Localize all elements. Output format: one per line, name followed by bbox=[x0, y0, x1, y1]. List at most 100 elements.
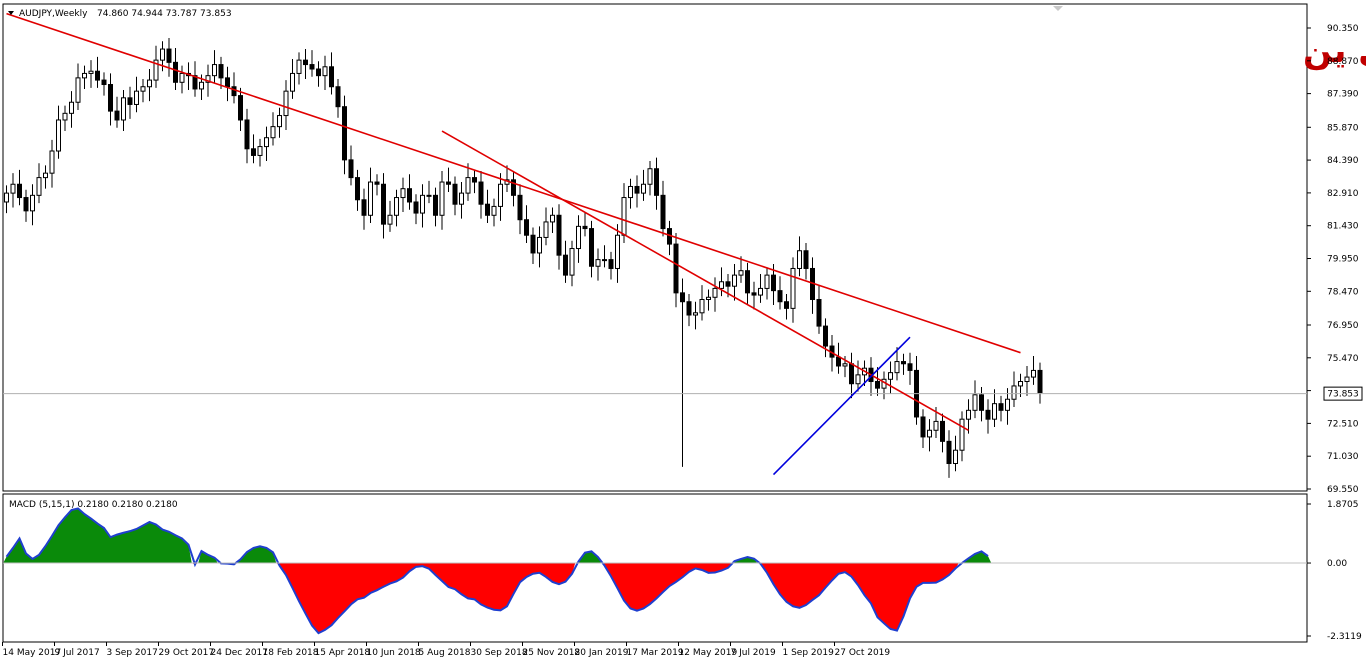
candle[interactable] bbox=[641, 169, 646, 201]
candle[interactable] bbox=[433, 187, 438, 227]
candle[interactable] bbox=[719, 267, 724, 297]
candle[interactable] bbox=[17, 169, 22, 206]
candle[interactable] bbox=[1011, 371, 1017, 407]
candle[interactable] bbox=[901, 353, 906, 375]
candle[interactable] bbox=[940, 413, 945, 453]
candle[interactable] bbox=[732, 264, 737, 301]
candle[interactable] bbox=[459, 182, 464, 219]
candle[interactable] bbox=[10, 173, 16, 208]
candle[interactable] bbox=[1024, 365, 1030, 396]
candle[interactable] bbox=[992, 389, 997, 427]
candle[interactable] bbox=[673, 233, 679, 308]
candle[interactable] bbox=[101, 72, 107, 96]
candle[interactable] bbox=[381, 173, 386, 239]
candle[interactable] bbox=[582, 211, 588, 237]
candle[interactable] bbox=[153, 45, 159, 88]
candle[interactable] bbox=[998, 395, 1004, 422]
candle[interactable] bbox=[342, 95, 347, 175]
candle[interactable] bbox=[491, 198, 497, 227]
candle[interactable] bbox=[693, 301, 698, 330]
candle[interactable] bbox=[530, 227, 536, 265]
candle[interactable] bbox=[524, 205, 529, 243]
candle[interactable] bbox=[322, 55, 328, 91]
candle[interactable] bbox=[426, 180, 432, 204]
candle[interactable] bbox=[972, 380, 978, 419]
candle[interactable] bbox=[790, 257, 796, 323]
candle[interactable] bbox=[556, 204, 562, 270]
candle[interactable] bbox=[452, 176, 458, 216]
candle[interactable] bbox=[888, 361, 893, 394]
candle[interactable] bbox=[537, 226, 542, 268]
candle[interactable] bbox=[69, 91, 74, 128]
candle[interactable] bbox=[335, 78, 341, 118]
candle[interactable] bbox=[355, 169, 360, 211]
candle[interactable] bbox=[218, 56, 224, 89]
candle[interactable] bbox=[855, 360, 861, 392]
candle[interactable] bbox=[316, 61, 321, 87]
candle[interactable] bbox=[654, 157, 659, 210]
candle[interactable] bbox=[628, 178, 633, 209]
candle[interactable] bbox=[751, 281, 757, 310]
trendline[interactable] bbox=[441, 130, 969, 431]
trendline[interactable] bbox=[772, 336, 911, 476]
candle[interactable] bbox=[264, 126, 269, 161]
candle[interactable] bbox=[23, 189, 29, 222]
trendline[interactable] bbox=[6, 12, 1021, 354]
candle[interactable] bbox=[114, 96, 120, 128]
candle[interactable] bbox=[797, 236, 802, 277]
candle[interactable] bbox=[979, 387, 984, 422]
candle[interactable] bbox=[4, 185, 9, 214]
candle[interactable] bbox=[602, 245, 607, 268]
candle[interactable] bbox=[257, 138, 263, 167]
candle[interactable] bbox=[569, 240, 575, 287]
menu-triangle-icon[interactable] bbox=[8, 11, 14, 15]
candle[interactable] bbox=[251, 134, 256, 164]
candle[interactable] bbox=[420, 184, 425, 228]
candle[interactable] bbox=[647, 160, 653, 196]
candle[interactable] bbox=[244, 108, 250, 164]
candle[interactable] bbox=[589, 220, 594, 278]
candle[interactable] bbox=[212, 50, 217, 84]
candle[interactable] bbox=[407, 174, 412, 210]
candle[interactable] bbox=[985, 399, 991, 434]
candle[interactable] bbox=[680, 278, 685, 467]
candle[interactable] bbox=[816, 285, 822, 334]
price-panel[interactable]: AUDJPY,Weekly 74.860 74.944 73.787 73.85… bbox=[2, 3, 1366, 492]
candle[interactable] bbox=[75, 63, 81, 111]
candle[interactable] bbox=[108, 73, 113, 126]
candle[interactable] bbox=[634, 175, 640, 208]
candle[interactable] bbox=[660, 180, 666, 237]
candle[interactable] bbox=[394, 189, 399, 227]
candle[interactable] bbox=[615, 224, 620, 283]
candle[interactable] bbox=[387, 200, 393, 232]
candle[interactable] bbox=[303, 49, 308, 79]
candle[interactable] bbox=[511, 172, 516, 207]
candle[interactable] bbox=[706, 289, 711, 311]
candle[interactable] bbox=[277, 107, 282, 138]
candle[interactable] bbox=[238, 87, 243, 132]
candle[interactable] bbox=[745, 262, 750, 304]
candle[interactable] bbox=[966, 399, 971, 434]
candle[interactable] bbox=[296, 52, 302, 85]
candle[interactable] bbox=[1037, 362, 1043, 404]
candle[interactable] bbox=[95, 56, 100, 88]
candle[interactable] bbox=[82, 65, 87, 89]
candle[interactable] bbox=[290, 59, 295, 99]
candle[interactable] bbox=[543, 207, 549, 246]
candle[interactable] bbox=[400, 177, 406, 212]
candle[interactable] bbox=[36, 163, 42, 204]
candle[interactable] bbox=[88, 60, 94, 88]
candle[interactable] bbox=[784, 293, 789, 320]
candle[interactable] bbox=[62, 105, 68, 132]
candle[interactable] bbox=[413, 194, 419, 225]
macd-panel[interactable]: MACD (5,15,1) 0.2180 0.2180 0.2180 bbox=[2, 493, 1308, 643]
candle[interactable] bbox=[699, 285, 705, 321]
candle[interactable] bbox=[1005, 388, 1010, 425]
candle[interactable] bbox=[803, 242, 809, 280]
candle[interactable] bbox=[446, 167, 451, 193]
candle[interactable] bbox=[595, 248, 601, 281]
candle[interactable] bbox=[283, 80, 289, 130]
candle[interactable] bbox=[712, 277, 718, 312]
candle[interactable] bbox=[764, 267, 770, 300]
candle[interactable] bbox=[907, 352, 913, 385]
